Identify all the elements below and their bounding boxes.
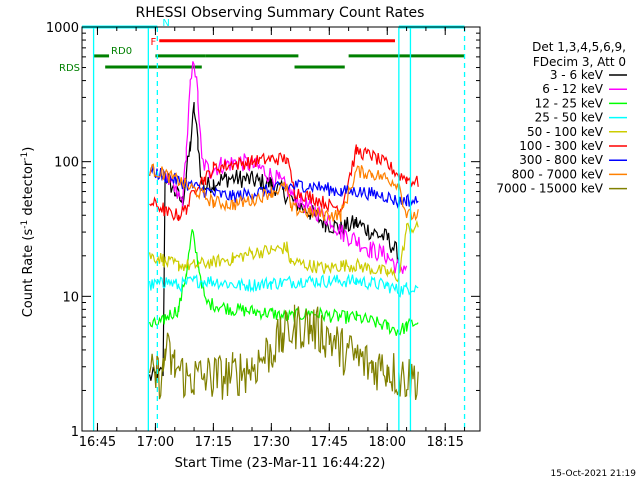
series-line xyxy=(149,304,419,401)
x-tick-label: 18:15 xyxy=(426,435,463,450)
y-axis-label: Count Rate (s-1 detector-1) xyxy=(20,147,36,318)
legend-label: 800 - 7000 keV xyxy=(512,167,604,181)
flag-label: F xyxy=(151,37,157,48)
x-tick-label: 16:45 xyxy=(79,435,116,450)
y-label-main: Count Rate (s xyxy=(21,229,36,318)
series-line xyxy=(149,229,419,336)
x-tick-label: 17:45 xyxy=(311,435,348,450)
flag-label: N xyxy=(162,18,169,29)
series-layer xyxy=(149,61,419,401)
y-tick-label: 1 xyxy=(71,425,79,440)
flag-label: RDS xyxy=(59,63,80,74)
y-label-mid: detector xyxy=(21,160,36,220)
legend: Det 1,3,4,5,6,9, FDecim 3, Att 0 3 - 6 k… xyxy=(496,40,627,196)
legend-label: 3 - 6 keV xyxy=(550,68,604,82)
legend-label: 7000 - 15000 keV xyxy=(496,182,603,196)
x-axis: 16:45 17:00 17:15 17:30 17:45 18:00 18:15 xyxy=(79,27,466,450)
y-label-sup1: -1 xyxy=(20,220,30,229)
legend-label: 300 - 800 keV xyxy=(519,153,603,167)
plot-area xyxy=(81,26,481,432)
chart-title: RHESSI Observing Summary Count Rates xyxy=(136,5,425,21)
y-tick-label: 100 xyxy=(54,156,79,171)
legend-label: 6 - 12 keV xyxy=(542,82,604,96)
legend-label: 50 - 100 keV xyxy=(527,125,604,139)
series-line xyxy=(149,144,419,222)
x-tick-label: 17:15 xyxy=(195,435,232,450)
legend-header-2: FDecim 3, Att 0 xyxy=(533,55,626,69)
y-tick-label: 10 xyxy=(62,290,79,305)
timestamp: 15-Oct-2021 21:19 xyxy=(551,469,637,479)
x-tick-label: 17:00 xyxy=(137,435,174,450)
y-axis: 1 10 100 1000 xyxy=(46,21,480,440)
x-axis-label: Start Time (23-Mar-11 16:44:22) xyxy=(175,456,386,471)
series-line xyxy=(149,273,419,298)
series-line xyxy=(149,219,419,283)
y-label-end: ) xyxy=(21,147,36,152)
vline-layer xyxy=(92,27,466,431)
series-line xyxy=(149,102,400,382)
legend-label: 25 - 50 keV xyxy=(535,111,604,125)
legend-label: 100 - 300 keV xyxy=(519,139,603,153)
series-line xyxy=(164,61,408,274)
series-line xyxy=(149,163,419,222)
flag-label: RD0 xyxy=(111,46,132,57)
y-label-sup2: -1 xyxy=(20,152,30,161)
y-tick-label: 1000 xyxy=(46,21,79,36)
flags-layer: NF RD0 RDS xyxy=(59,18,465,74)
legend-label: 12 - 25 keV xyxy=(535,96,604,110)
legend-header-1: Det 1,3,4,5,6,9, xyxy=(532,40,626,54)
x-tick-label: 17:30 xyxy=(253,435,290,450)
x-tick-label: 18:00 xyxy=(369,435,406,450)
